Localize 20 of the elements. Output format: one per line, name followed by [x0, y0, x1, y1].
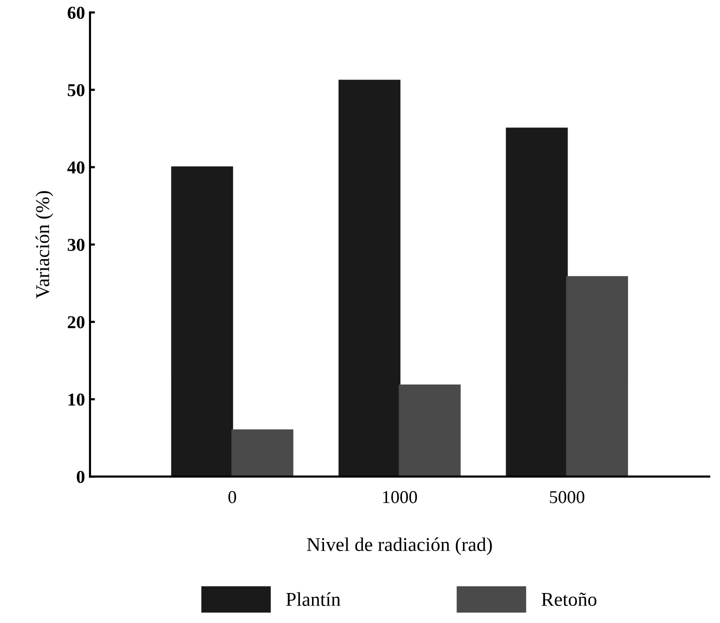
y-tick-label: 40 [67, 161, 84, 174]
x-tick-label: 0 [228, 491, 236, 504]
y-tick-label: 0 [76, 470, 84, 484]
x-tick-label: 5000 [550, 491, 584, 504]
x-axis-title: Nivel de radiación (rad) [307, 537, 492, 556]
y-tick-label: 20 [68, 316, 84, 328]
y-tick-label: 60 [68, 6, 84, 19]
legend-label: Retoño [542, 592, 596, 606]
bar [231, 429, 294, 477]
x-tick-label: 1000 [383, 491, 417, 504]
legend-label: Plantín [286, 592, 340, 606]
bar [338, 80, 400, 477]
y-axis-title: Variación (%) [36, 191, 54, 299]
bar [398, 384, 461, 477]
bar [566, 276, 628, 477]
y-tick-label: 50 [68, 84, 84, 96]
y-tick-label: 10 [68, 393, 84, 406]
bar [506, 128, 568, 477]
y-tick-label: 30 [68, 238, 84, 251]
bar [171, 166, 234, 477]
